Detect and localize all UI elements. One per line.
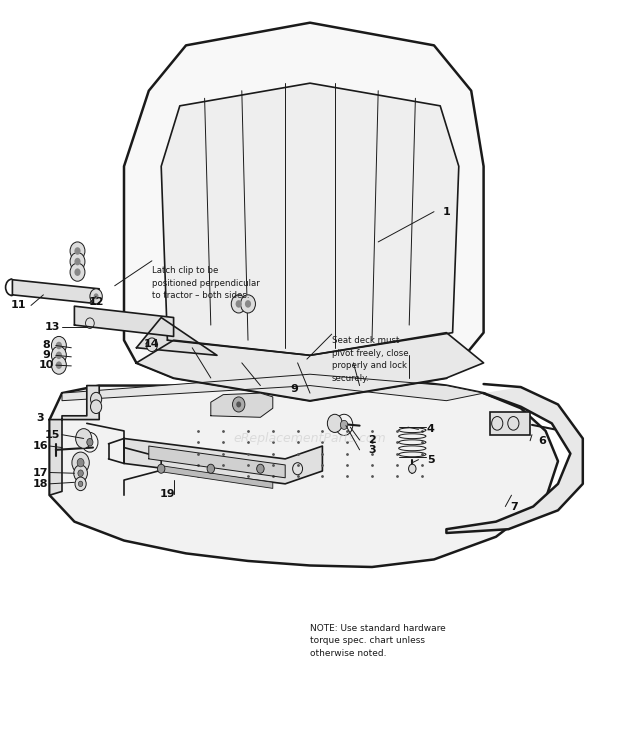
Text: 14: 14 — [144, 339, 160, 349]
Circle shape — [56, 342, 62, 349]
Circle shape — [157, 464, 165, 473]
Polygon shape — [149, 446, 285, 478]
Polygon shape — [62, 374, 484, 401]
Circle shape — [74, 258, 81, 265]
Polygon shape — [74, 306, 174, 336]
Circle shape — [74, 465, 87, 482]
Circle shape — [51, 356, 66, 374]
Circle shape — [74, 247, 81, 255]
Circle shape — [70, 253, 85, 271]
Circle shape — [231, 295, 246, 313]
Polygon shape — [124, 438, 322, 484]
Text: 15: 15 — [45, 429, 60, 440]
Circle shape — [409, 464, 416, 473]
Text: 13: 13 — [45, 321, 60, 332]
Circle shape — [241, 295, 255, 313]
Text: Latch clip to be
positioned perpendicular
to tractor – both sides.: Latch clip to be positioned perpendicula… — [152, 266, 260, 300]
Text: 9: 9 — [291, 384, 298, 395]
Circle shape — [76, 429, 92, 448]
Circle shape — [87, 438, 93, 446]
Text: 4: 4 — [427, 424, 435, 435]
Circle shape — [90, 289, 102, 304]
Circle shape — [56, 352, 62, 359]
Polygon shape — [12, 280, 99, 304]
Polygon shape — [211, 393, 273, 417]
Text: 2: 2 — [368, 435, 376, 445]
Circle shape — [74, 268, 81, 276]
Text: 16: 16 — [32, 441, 48, 451]
Circle shape — [91, 400, 102, 414]
Polygon shape — [446, 387, 583, 533]
Circle shape — [91, 392, 102, 406]
Circle shape — [72, 452, 89, 473]
Polygon shape — [161, 83, 459, 355]
Circle shape — [70, 263, 85, 281]
Circle shape — [94, 293, 99, 299]
Circle shape — [232, 397, 245, 412]
Circle shape — [70, 242, 85, 260]
Circle shape — [78, 481, 83, 487]
Circle shape — [56, 361, 62, 369]
Circle shape — [78, 470, 83, 476]
Circle shape — [236, 300, 242, 308]
Text: 8: 8 — [43, 340, 50, 351]
Text: 9: 9 — [43, 350, 50, 361]
Text: 10: 10 — [39, 360, 54, 370]
Circle shape — [51, 336, 66, 355]
Text: 12: 12 — [88, 297, 104, 308]
Text: 5: 5 — [427, 454, 435, 465]
Text: 18: 18 — [33, 479, 48, 489]
Circle shape — [236, 401, 241, 407]
Text: 11: 11 — [11, 300, 26, 311]
Text: 1: 1 — [443, 206, 450, 217]
Circle shape — [51, 346, 66, 364]
Text: eReplacementParts.com: eReplacementParts.com — [234, 432, 386, 445]
Circle shape — [245, 300, 251, 308]
Text: Seat deck must
pivot freely, close
properly and lock
securely.: Seat deck must pivot freely, close prope… — [332, 336, 409, 383]
Circle shape — [327, 414, 342, 432]
Circle shape — [146, 338, 157, 352]
Text: NOTE: Use standard hardware
torque spec. chart unless
otherwise noted.: NOTE: Use standard hardware torque spec.… — [310, 624, 446, 658]
Text: 6: 6 — [539, 435, 546, 446]
Polygon shape — [136, 333, 484, 401]
Polygon shape — [50, 374, 558, 567]
Text: 17: 17 — [33, 467, 48, 478]
Polygon shape — [124, 23, 484, 401]
Circle shape — [75, 477, 86, 491]
Text: 3: 3 — [368, 445, 376, 455]
Polygon shape — [161, 466, 273, 488]
Circle shape — [257, 464, 264, 473]
Text: 3: 3 — [37, 413, 44, 423]
Text: 19: 19 — [159, 488, 175, 499]
Circle shape — [77, 458, 84, 467]
FancyBboxPatch shape — [490, 412, 530, 435]
Circle shape — [207, 464, 215, 473]
Polygon shape — [136, 318, 217, 355]
Circle shape — [340, 420, 348, 429]
Text: 7: 7 — [511, 501, 518, 512]
Polygon shape — [50, 386, 99, 495]
